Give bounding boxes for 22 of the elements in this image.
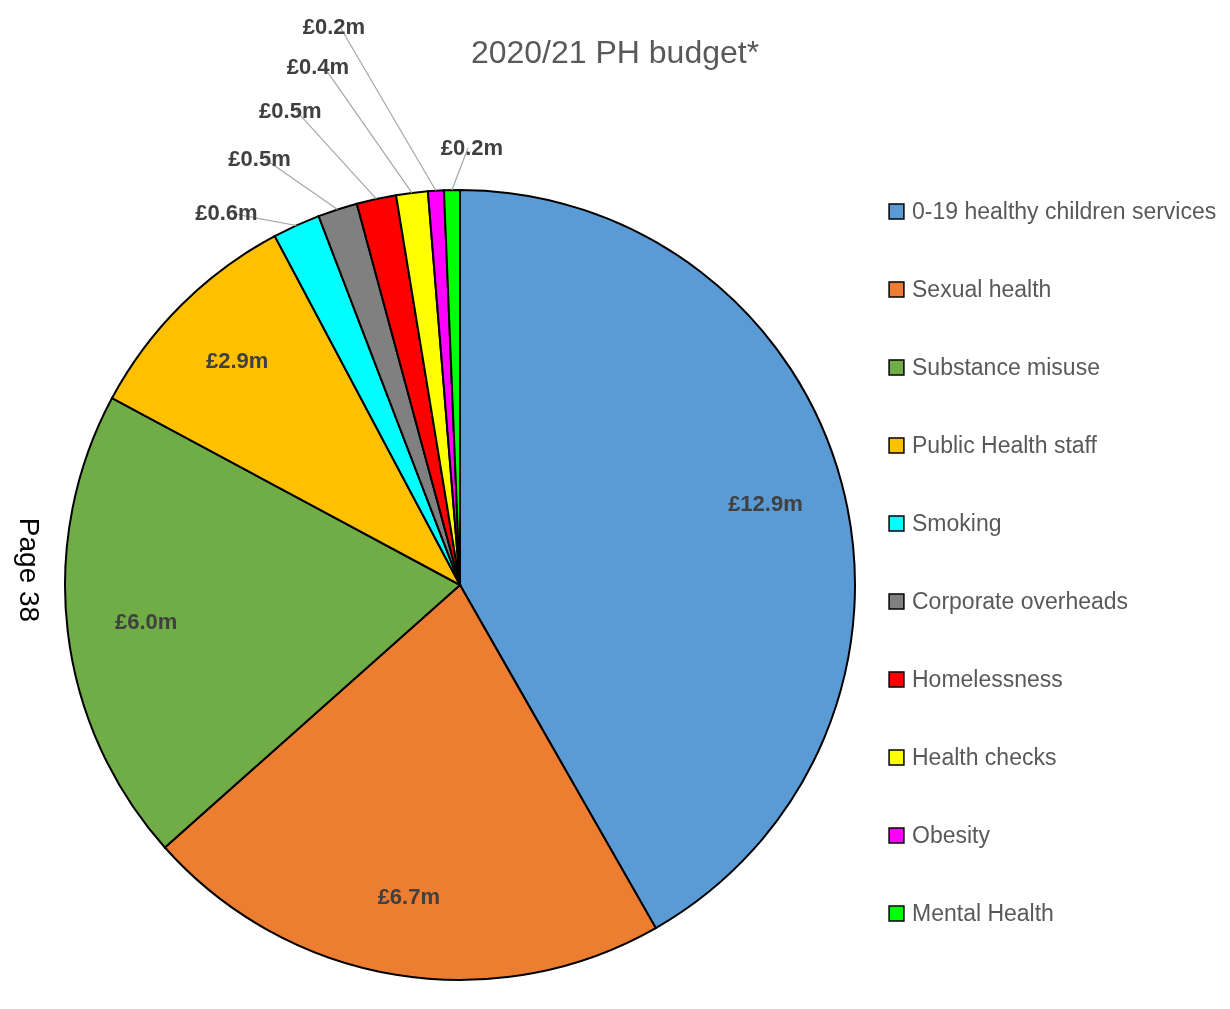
legend-label: Homelessness [912, 665, 1063, 692]
data-label: £6.0m [114, 608, 178, 634]
legend-label: Sexual health [912, 275, 1052, 302]
legend-label: Obesity [912, 821, 991, 848]
legend-label: Public Health staff [912, 431, 1098, 458]
data-label: £0.6m [195, 200, 258, 226]
data-label: £6.7m [377, 883, 441, 909]
data-label: £0.2m [440, 135, 504, 161]
legend-label: Corporate overheads [912, 587, 1129, 614]
text: 2020/21 PH budget* [470, 34, 760, 70]
legend-label: Mental Health [912, 899, 1054, 926]
legend-label: 0-19 healthy children services [912, 197, 1217, 224]
data-label: £0.2m [302, 13, 366, 39]
data-label: £2.9m [205, 347, 269, 373]
data-label: £12.9m [728, 490, 803, 516]
data-label: £0.5m [228, 146, 291, 172]
data-label: £0.5m [259, 97, 322, 123]
data-label: £0.4m [286, 53, 350, 79]
legend-label: Smoking [912, 509, 1002, 536]
text: Page 38 [14, 517, 45, 623]
legend-label: Substance misuse [912, 353, 1100, 380]
legend-label: Health checks [912, 743, 1057, 770]
